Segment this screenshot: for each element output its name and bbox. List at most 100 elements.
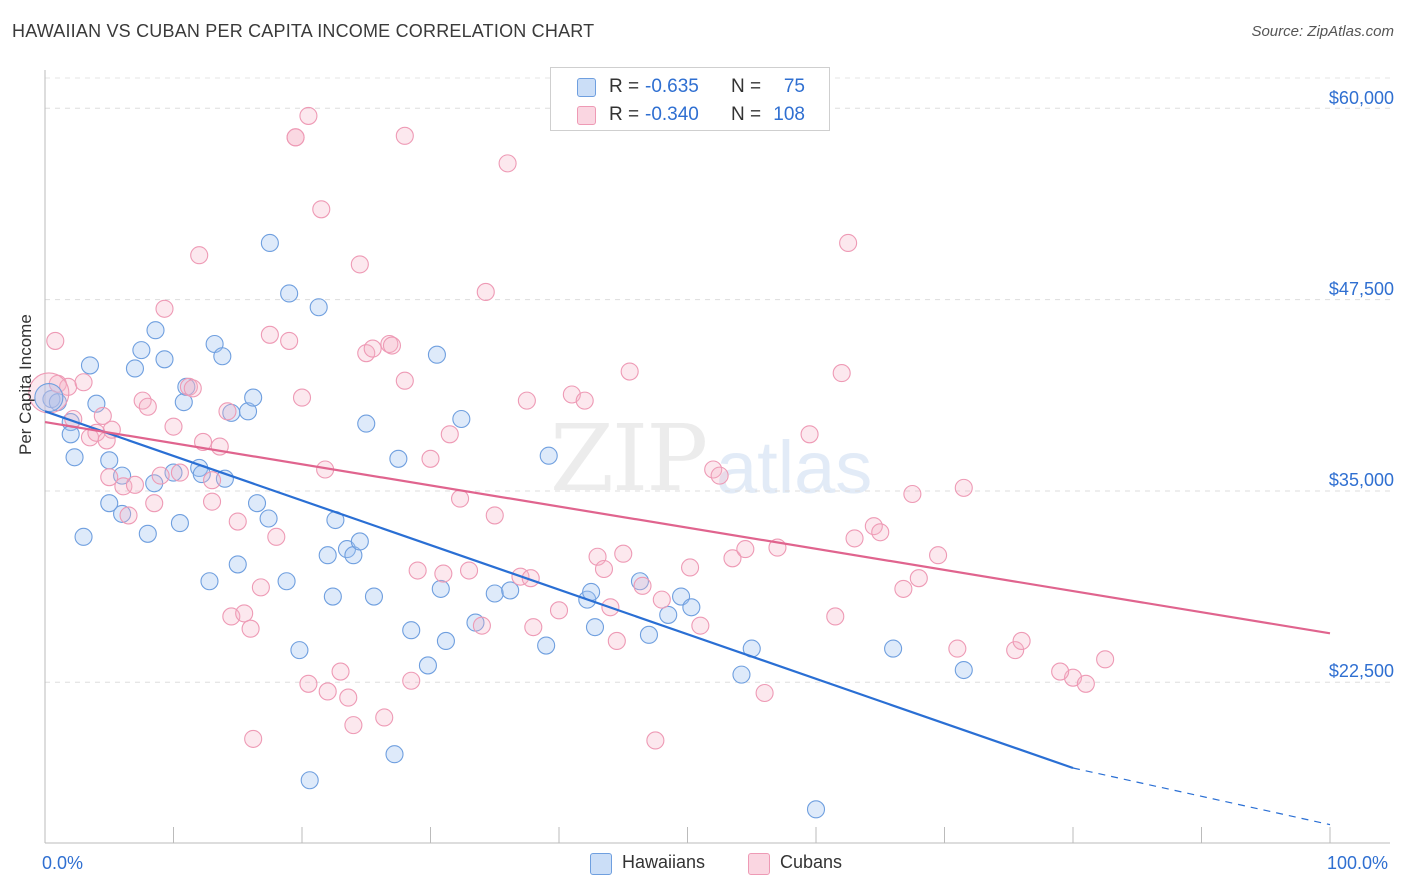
chart-title: HAWAIIAN VS CUBAN PER CAPITA INCOME CORR…	[12, 21, 595, 41]
point-hawaiians-55	[452, 409, 471, 429]
point-cubans-79	[646, 731, 665, 750]
point-cubans-24	[194, 432, 213, 452]
point-hawaiians-41	[323, 587, 342, 606]
point-cubans-105	[1076, 674, 1095, 693]
point-hawaiians-69	[732, 665, 751, 684]
point-hawaiians-36	[280, 284, 299, 303]
point-hawaiians-72	[884, 639, 903, 658]
point-cubans-76	[614, 544, 633, 563]
point-cubans-18	[155, 299, 174, 318]
point-cubans-75	[607, 631, 626, 650]
point-hawaiians-49	[389, 449, 408, 468]
point-cubans-57	[434, 564, 453, 583]
point-cubans-63	[485, 506, 504, 525]
legend-n-value-hawaiians: 75	[783, 76, 805, 97]
bottom-legend-swatch-cubans	[748, 853, 770, 875]
point-cubans-7	[93, 406, 112, 425]
point-cubans-41	[312, 200, 331, 219]
point-hawaiians-63	[585, 618, 605, 637]
point-cubans-47	[350, 255, 369, 274]
point-cubans-92	[839, 233, 858, 253]
point-hawaiians-71	[806, 800, 826, 819]
point-cubans-56	[421, 449, 440, 468]
point-hawaiians-26	[213, 347, 232, 366]
point-cubans-30	[228, 512, 247, 531]
trend-line-dashed-hawaiians	[1072, 767, 1331, 826]
point-hawaiians-14	[138, 524, 157, 543]
point-hawaiians-46	[357, 414, 376, 433]
point-cubans-96	[894, 579, 913, 598]
legend-n-value-cubans: 108	[773, 104, 805, 125]
point-hawaiians-39	[309, 298, 328, 317]
point-hawaiians-33	[259, 509, 278, 528]
point-hawaiians-51	[418, 656, 437, 675]
point-cubans-66	[517, 391, 536, 410]
point-cubans-54	[402, 671, 421, 690]
point-hawaiians-52	[427, 345, 446, 364]
legend-r-label: R =	[609, 104, 640, 125]
point-cubans-107	[1051, 662, 1070, 681]
point-hawaiians-31	[244, 388, 263, 407]
point-cubans-34	[251, 578, 270, 597]
point-hawaiians-66	[659, 605, 678, 624]
y-tick-label-60000: $60,000	[1328, 88, 1394, 108]
point-cubans-85	[723, 549, 742, 568]
point-cubans-35	[260, 325, 279, 344]
point-cubans-80	[652, 590, 671, 609]
bottom-legend-swatch-hawaiians	[590, 853, 612, 875]
legend-r-value-hawaiians: -0.635	[645, 76, 699, 97]
point-cubans-43	[318, 682, 337, 701]
watermark-atlas: atlas	[716, 426, 873, 509]
point-cubans-99	[929, 546, 948, 565]
point-cubans-4	[74, 373, 93, 392]
point-hawaiians-34	[260, 233, 279, 253]
point-cubans-0	[46, 331, 65, 350]
point-cubans-32	[241, 619, 260, 638]
point-cubans-28	[218, 402, 237, 421]
point-hawaiians-40	[318, 546, 337, 565]
legend-row-cubans: R = -0.340 N = 108	[551, 100, 829, 130]
point-hawaiians-53	[431, 579, 450, 598]
point-hawaiians-29	[228, 555, 247, 574]
point-cubans-44	[331, 662, 350, 681]
point-cubans-102	[1006, 641, 1025, 660]
point-cubans-12	[119, 506, 138, 525]
point-cubans-60	[459, 561, 479, 580]
point-hawaiians-32	[247, 494, 267, 513]
point-cubans-95	[871, 523, 890, 542]
point-cubans-20	[170, 463, 189, 482]
point-cubans-86	[736, 540, 755, 559]
legend-r-value-cubans: -0.340	[645, 104, 699, 125]
y-axis-label: Per Capita Income	[16, 314, 35, 455]
y-tick-label-47500: $47,500	[1328, 279, 1394, 299]
watermark-zip: ZIP	[550, 405, 708, 512]
point-hawaiians-48	[385, 745, 404, 764]
point-cubans-53	[395, 371, 414, 390]
point-hawaiians-9	[100, 494, 119, 513]
point-cubans-81	[681, 558, 700, 577]
x-tick-label-left: 0.0%	[42, 853, 84, 873]
legend-n-label: N =	[731, 104, 762, 125]
point-cubans-97	[903, 484, 922, 504]
point-cubans-33	[244, 729, 263, 748]
point-cubans-73	[594, 559, 614, 579]
point-cubans-82	[691, 616, 710, 635]
legend-r-label: R =	[609, 76, 640, 97]
point-cubans-15	[138, 397, 157, 416]
point-hawaiians-large	[34, 383, 64, 413]
point-cubans-78	[633, 576, 652, 595]
point-cubans-36	[267, 527, 286, 546]
point-hawaiians-4	[65, 448, 84, 467]
bottom-legend-label-cubans: Cubans	[780, 852, 843, 872]
point-cubans-87	[755, 683, 774, 703]
bottom-legend-label-hawaiians: Hawaiians	[622, 852, 706, 872]
point-cubans-9	[100, 468, 119, 487]
point-cubans-extra-0	[299, 106, 318, 125]
x-tick-label-right: 100.0%	[1327, 853, 1389, 873]
point-cubans-77	[620, 362, 639, 381]
trend-line-hawaiians	[44, 410, 1074, 770]
point-cubans-16	[145, 494, 164, 513]
point-hawaiians-5	[74, 527, 93, 546]
point-hawaiians-15	[145, 474, 164, 493]
